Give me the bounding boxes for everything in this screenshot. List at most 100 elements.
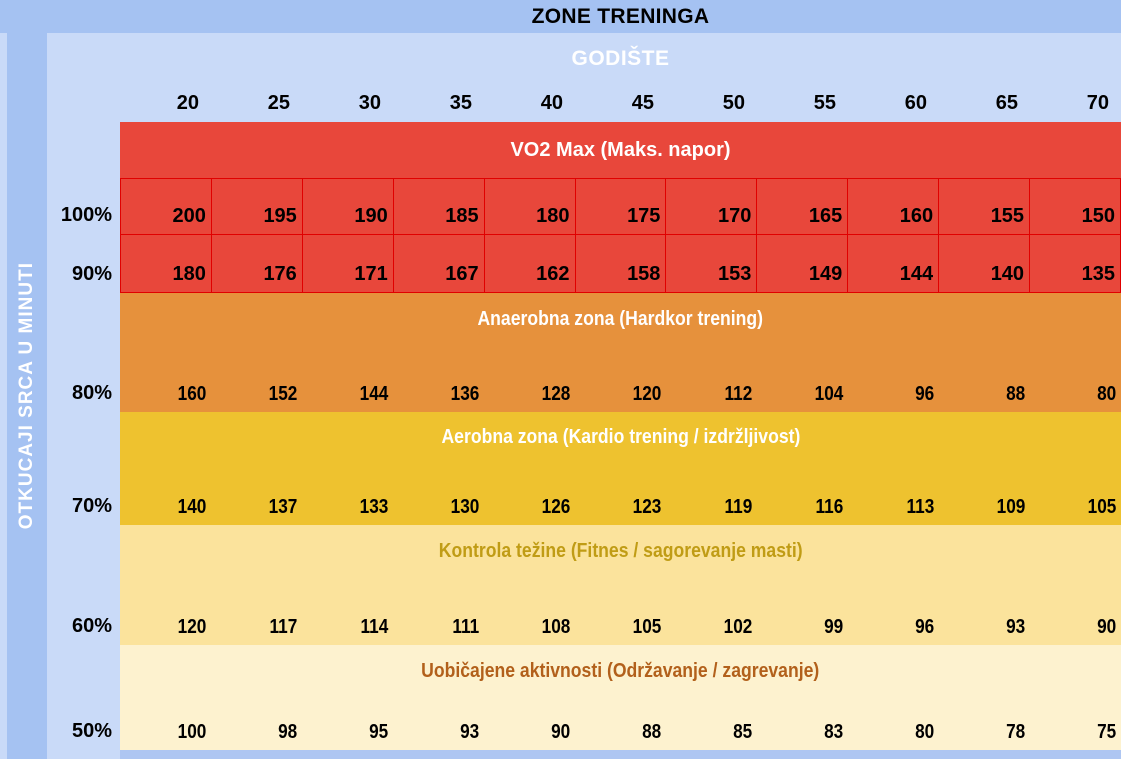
hr-value-cell: 117 <box>269 616 297 638</box>
hr-value-cell: 136 <box>450 383 479 405</box>
zone-title-spacer <box>47 645 120 697</box>
hr-values: 160 152 144 136 128 120 112 104 96 88 80 <box>120 345 1121 412</box>
hr-value-cell: 114 <box>360 616 388 638</box>
hr-value-cell: 99 <box>823 616 843 638</box>
hr-value-cell: 90 <box>550 721 570 743</box>
hr-value-cell: 195 <box>212 179 303 234</box>
hr-value-cell: 176 <box>212 235 303 292</box>
hr-value-cell: 165 <box>757 179 849 234</box>
hr-value-cell: 135 <box>1030 235 1121 292</box>
zone-weight-control: Kontrola težine (Fitnes / sagorevanje ma… <box>47 525 1121 645</box>
hr-value-cell: 93 <box>459 721 479 743</box>
hr-value-cell: 80 <box>1096 383 1116 405</box>
hr-value-cell: 160 <box>848 179 940 234</box>
zone-aerobic: Aerobna zona (Kardio trening / izdržljiv… <box>47 412 1121 525</box>
hr-value-cell: 140 <box>177 496 206 518</box>
hr-value-cell: 119 <box>724 496 752 518</box>
hr-values: 100 98 95 93 90 88 85 83 80 78 75 <box>120 697 1121 750</box>
age-ticks-spacer <box>47 85 120 122</box>
hr-value-cell: 144 <box>848 235 940 292</box>
zone-everyday-activity: Uobičajene aktivnosti (Održavanje / zagr… <box>47 645 1121 750</box>
hr-value-cell: 120 <box>177 616 206 638</box>
hr-value-cell: 162 <box>485 235 576 292</box>
zone-title: Aerobna zona (Kardio trening / izdržljiv… <box>441 425 800 448</box>
hr-value-cell: 105 <box>1087 496 1116 518</box>
zone-title-spacer <box>47 525 120 577</box>
zone-title-spacer <box>47 412 120 462</box>
hr-value-cell: 102 <box>723 616 752 638</box>
hr-value-cell: 167 <box>394 235 485 292</box>
age-ticks-row: 20 25 30 35 40 45 50 55 60 65 70 <box>47 85 1121 122</box>
hr-value-cell: 150 <box>1030 179 1121 234</box>
age-tick: 20 <box>176 92 199 114</box>
hr-value-cell: 112 <box>724 383 752 405</box>
hr-row-70: 70% 140 137 133 130 126 123 119 116 113 109 105 <box>47 462 1121 525</box>
hr-value-cell: 153 <box>666 235 758 292</box>
hr-value-cell: 109 <box>996 496 1025 518</box>
hr-value-cell: 95 <box>368 721 388 743</box>
age-tick: 55 <box>813 92 836 114</box>
hr-value-cell: 128 <box>541 383 570 405</box>
zone-title-spacer <box>47 293 120 345</box>
zone-title: VO2 Max (Maks. napor) <box>510 138 731 161</box>
hr-values: 120 117 114 111 108 105 102 99 96 93 90 <box>120 577 1121 645</box>
age-ticks: 20 25 30 35 40 45 50 55 60 65 70 <box>120 85 1121 122</box>
age-tick: 35 <box>449 92 472 114</box>
percent-label: 50% <box>47 697 120 750</box>
hr-value-cell: 123 <box>632 496 661 518</box>
hr-value-cell: 96 <box>914 616 934 638</box>
hr-value-cell: 80 <box>914 721 934 743</box>
hr-value-cell: 83 <box>823 721 843 743</box>
hr-value-cell: 180 <box>120 235 212 292</box>
table-body: GODIŠTE 20 25 30 35 40 45 50 55 60 65 70 VO2 Max (… <box>47 33 1121 759</box>
hr-row-50: 50% 100 98 95 93 90 88 85 83 80 78 75 <box>47 697 1121 750</box>
hr-values: 200 195 190 185 180 175 170 165 160 155 150 <box>120 178 1121 234</box>
hr-value-cell: 116 <box>815 496 843 518</box>
zone-title: Uobičajene aktivnosti (Održavanje / zagr… <box>421 659 820 682</box>
hr-value-cell: 120 <box>632 383 661 405</box>
bottom-strip-spacer <box>47 750 120 759</box>
hr-value-cell: 144 <box>359 383 388 405</box>
hr-value-cell: 113 <box>906 496 934 518</box>
zone-title: Kontrola težine (Fitnes / sagorevanje ma… <box>438 539 803 562</box>
percent-label: 80% <box>47 345 120 412</box>
zone-title: Anaerobna zona (Hardkor trening) <box>477 307 764 330</box>
hr-value-cell: 75 <box>1096 721 1116 743</box>
hr-value-cell: 200 <box>120 179 212 234</box>
hr-row-90: 90% 180 176 171 167 162 158 153 149 144 140 135 <box>47 234 1121 293</box>
hr-value-cell: 158 <box>576 235 667 292</box>
hr-row-100: 100% 200 195 190 185 180 175 170 165 160 155 150 <box>47 178 1121 234</box>
hr-value-cell: 126 <box>541 496 570 518</box>
hr-value-cell: 88 <box>641 721 661 743</box>
corner-spacer <box>47 33 120 85</box>
hr-value-cell: 104 <box>814 383 843 405</box>
hr-value-cell: 130 <box>450 496 479 518</box>
age-tick: 25 <box>267 92 290 114</box>
age-tick: 40 <box>540 92 563 114</box>
hr-value-cell: 190 <box>303 179 394 234</box>
zone-anaerobic: Anaerobna zona (Hardkor trening) 80% 160… <box>47 293 1121 412</box>
hr-value-cell: 160 <box>177 383 206 405</box>
age-header-row: GODIŠTE <box>47 33 1121 85</box>
left-edge-strip <box>0 33 7 759</box>
hr-value-cell: 133 <box>359 496 388 518</box>
chart-title: ZONE TRENINGA <box>0 0 1121 33</box>
percent-label: 70% <box>47 462 120 525</box>
hr-value-cell: 98 <box>277 721 297 743</box>
age-tick: 30 <box>358 92 381 114</box>
age-tick: 60 <box>904 92 927 114</box>
hr-value-cell: 137 <box>268 496 297 518</box>
hr-value-cell: 96 <box>914 383 934 405</box>
age-tick: 65 <box>995 92 1018 114</box>
hr-value-cell: 88 <box>1005 383 1025 405</box>
age-tick: 50 <box>722 92 745 114</box>
hr-value-cell: 93 <box>1005 616 1025 638</box>
hr-value-cell: 155 <box>939 179 1031 234</box>
hr-row-60: 60% 120 117 114 111 108 105 102 99 96 93 90 <box>47 577 1121 645</box>
hr-value-cell: 149 <box>757 235 849 292</box>
hr-value-cell: 108 <box>541 616 570 638</box>
y-axis-band: OTKUCAJI SRCA U MINUTI <box>7 33 47 759</box>
hr-value-cell: 85 <box>732 721 752 743</box>
bottom-strip <box>120 750 1121 759</box>
